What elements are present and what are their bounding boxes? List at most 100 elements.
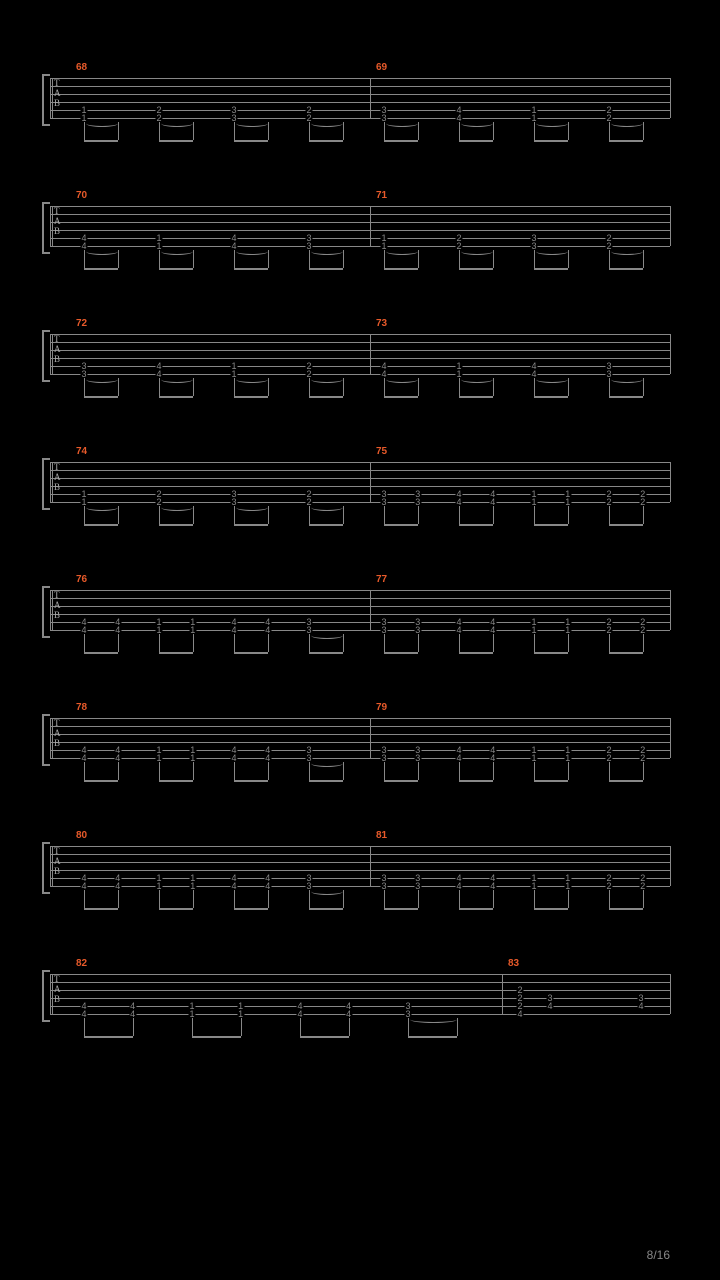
system-bracket	[42, 970, 50, 1022]
tab-system: TAB68112233226933441122	[50, 60, 670, 170]
fret-number: 4	[114, 754, 121, 762]
tab-system: TAB7644441111444433773333444411112222	[50, 572, 670, 682]
system-bracket	[42, 74, 50, 126]
fret-number: 1	[155, 754, 162, 762]
tab-system: TAB72334411227344114433	[50, 316, 670, 426]
fret-number: 2	[639, 626, 646, 634]
fret-number: 1	[564, 754, 571, 762]
fret-number: 4	[345, 1010, 352, 1018]
fret-number: 4	[296, 1010, 303, 1018]
fret-number: 2	[639, 882, 646, 890]
fret-number: 4	[80, 754, 87, 762]
fret-number: 4	[489, 626, 496, 634]
fret-number: 4	[230, 754, 237, 762]
fret-number: 1	[564, 498, 571, 506]
fret-number: 3	[414, 498, 421, 506]
measure-number: 73	[376, 318, 387, 329]
fret-number: 4	[129, 1010, 136, 1018]
fret-number: 1	[564, 626, 571, 634]
tab-system: TAB70441144337111223322	[50, 188, 670, 298]
tab-clef-label: TAB	[54, 206, 60, 236]
fret-number: 2	[605, 754, 612, 762]
fret-number: 4	[114, 882, 121, 890]
tab-clef-label: TAB	[54, 590, 60, 620]
tab-clef-label: TAB	[54, 78, 60, 108]
system-bracket	[42, 842, 50, 894]
fret-number: 2	[605, 626, 612, 634]
fret-number: 4	[264, 882, 271, 890]
fret-number: 3	[380, 498, 387, 506]
fret-number: 4	[114, 626, 121, 634]
fret-number: 2	[605, 882, 612, 890]
fret-number: 1	[189, 626, 196, 634]
fret-number: 4	[546, 1002, 553, 1010]
measure-number: 78	[76, 702, 87, 713]
fret-number: 4	[80, 1010, 87, 1018]
tab-system: TAB82444411114444338322243434	[50, 956, 670, 1066]
measure-number: 77	[376, 574, 387, 585]
fret-number: 4	[455, 498, 462, 506]
fret-number: 3	[414, 754, 421, 762]
system-bracket	[42, 202, 50, 254]
tab-system: TAB7411223322753333444411112222	[50, 444, 670, 554]
fret-number: 3	[380, 626, 387, 634]
fret-number: 4	[455, 882, 462, 890]
fret-number: 1	[237, 1010, 244, 1018]
system-bracket	[42, 714, 50, 766]
measure-number: 72	[76, 318, 87, 329]
measure-number: 76	[76, 574, 87, 585]
tab-clef-label: TAB	[54, 718, 60, 748]
tab-clef-label: TAB	[54, 974, 60, 1004]
fret-number: 4	[455, 626, 462, 634]
system-bracket	[42, 458, 50, 510]
measure-number: 71	[376, 190, 387, 201]
tab-clef-label: TAB	[54, 846, 60, 876]
fret-number: 4	[80, 626, 87, 634]
fret-number: 4	[80, 882, 87, 890]
tab-clef-label: TAB	[54, 334, 60, 364]
fret-number: 2	[639, 754, 646, 762]
measure-number: 80	[76, 830, 87, 841]
fret-number: 1	[530, 882, 537, 890]
fret-number: 1	[189, 754, 196, 762]
measure-number: 68	[76, 62, 87, 73]
fret-number: 3	[414, 626, 421, 634]
fret-number: 1	[530, 498, 537, 506]
fret-number: 1	[188, 1010, 195, 1018]
measure-number: 82	[76, 958, 87, 969]
fret-number: 1	[530, 754, 537, 762]
fret-number: 3	[380, 754, 387, 762]
fret-number: 4	[489, 754, 496, 762]
system-bracket	[42, 330, 50, 382]
fret-number: 4	[637, 1002, 644, 1010]
fret-number: 1	[189, 882, 196, 890]
system-bracket	[42, 586, 50, 638]
fret-number: 1	[155, 882, 162, 890]
fret-number: 4	[489, 882, 496, 890]
fret-number: 4	[230, 882, 237, 890]
page-number: 8/16	[647, 1248, 670, 1262]
tab-clef-label: TAB	[54, 462, 60, 492]
fret-number: 2	[639, 498, 646, 506]
measure-number: 81	[376, 830, 387, 841]
fret-number: 4	[455, 754, 462, 762]
fret-number: 4	[516, 1010, 523, 1018]
fret-number: 4	[230, 626, 237, 634]
fret-number: 2	[605, 498, 612, 506]
measure-number: 75	[376, 446, 387, 457]
measure-number: 79	[376, 702, 387, 713]
measure-number: 70	[76, 190, 87, 201]
fret-number: 1	[564, 882, 571, 890]
fret-number: 4	[264, 626, 271, 634]
fret-number: 3	[380, 882, 387, 890]
measure-number: 69	[376, 62, 387, 73]
fret-number: 1	[530, 626, 537, 634]
fret-number: 4	[264, 754, 271, 762]
fret-number: 3	[414, 882, 421, 890]
measure-number: 83	[508, 958, 519, 969]
tab-system: TAB8044441111444433813333444411112222	[50, 828, 670, 938]
fret-number: 1	[155, 626, 162, 634]
measure-number: 74	[76, 446, 87, 457]
fret-number: 4	[489, 498, 496, 506]
tab-system: TAB7844441111444433793333444411112222	[50, 700, 670, 810]
